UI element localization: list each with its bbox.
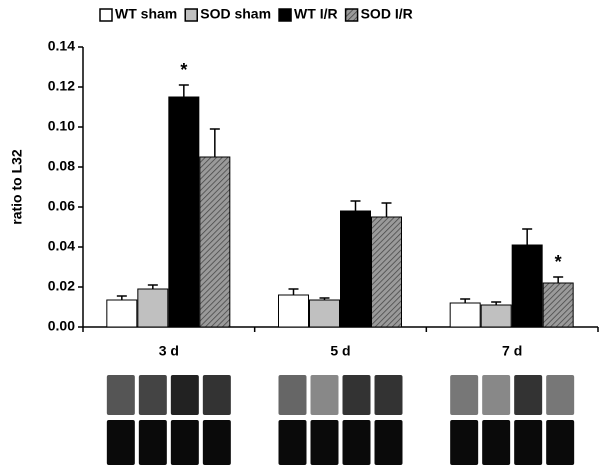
bar [169,97,199,327]
blot-top [482,375,510,415]
y-tick-label: 0.14 [48,38,75,54]
legend-label: WT I/R [294,6,338,22]
blot-top [311,375,339,415]
bar [107,300,137,327]
legend-label: SOD sham [200,6,271,22]
annotation: * [555,252,562,272]
x-tick-label: 7 d [502,343,522,359]
error-bar [522,229,532,245]
y-tick-label: 0.08 [48,158,75,174]
legend-swatch [185,9,197,21]
bar [512,245,542,327]
bar [310,300,340,327]
y-tick-label: 0.12 [48,78,75,94]
blot-bottom [171,420,199,465]
bar [200,157,230,327]
y-tick-label: 0.04 [48,238,75,254]
error-bar [553,277,563,283]
blot-top [375,375,403,415]
blot-bottom [343,420,371,465]
blot-bottom [279,420,307,465]
error-bar [179,85,189,97]
blot-top [107,375,135,415]
y-tick-label: 0.00 [48,318,75,334]
error-bar [460,299,470,303]
bar [138,289,168,327]
bar [450,303,480,327]
blot-top [279,375,307,415]
error-bar [289,289,299,295]
blot-top [546,375,574,415]
blot-top [139,375,167,415]
y-tick-label: 0.06 [48,198,75,214]
blot-top [514,375,542,415]
bar [481,305,511,327]
blot-bottom [107,420,135,465]
annotation: * [180,60,187,80]
blot-bottom [450,420,478,465]
blot-bottom [375,420,403,465]
legend-swatch [100,9,112,21]
legend-label: WT sham [115,6,177,22]
x-tick-label: 5 d [330,343,350,359]
blot-bottom [311,420,339,465]
y-axis-label: ratio to L32 [9,149,25,225]
blot-top [171,375,199,415]
bar [279,295,309,327]
error-bar [382,203,392,217]
bar [372,217,402,327]
bar [341,211,371,327]
blot-top [203,375,231,415]
blot-bottom [546,420,574,465]
legend-label: SOD I/R [361,6,413,22]
error-bar [210,129,220,157]
bar [543,283,573,327]
x-tick-label: 3 d [159,343,179,359]
blot-top [450,375,478,415]
blot-top [343,375,371,415]
legend-swatch [279,9,291,21]
error-bar [148,285,158,289]
error-bar [117,296,127,300]
error-bar [351,201,361,211]
chart: ratio to L32 0.00 0.02 0.04 0.06 0.08 0.10 0.1… [0,0,603,470]
y-tick-label: 0.02 [48,278,75,294]
blot-bottom [482,420,510,465]
legend-swatch [346,9,358,21]
blot-bottom [203,420,231,465]
blot-bottom [514,420,542,465]
blot-bottom [139,420,167,465]
y-tick-label: 0.10 [48,118,75,134]
